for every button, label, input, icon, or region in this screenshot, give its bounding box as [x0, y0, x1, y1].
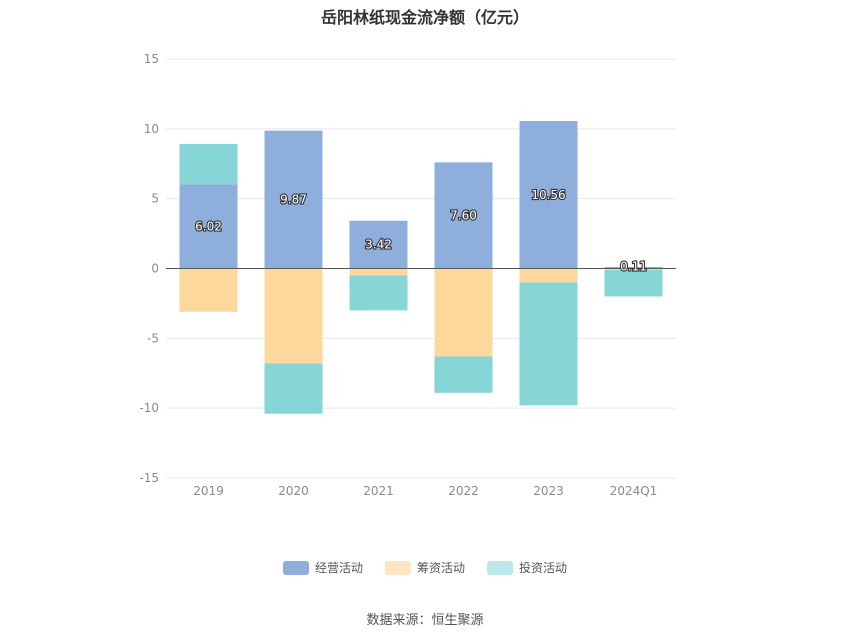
- bar-2021-series-0: [349, 220, 408, 269]
- y-tick-label: 10: [144, 122, 159, 136]
- legend-item-operating[interactable]: 经营活动: [282, 559, 363, 576]
- bar-2023-series-2: [519, 282, 578, 406]
- x-tick-label: 2021: [363, 484, 394, 498]
- bar-2019-series-1: [179, 268, 238, 312]
- x-tick-label: 2024Q1: [610, 484, 658, 498]
- legend-swatch-financing: [384, 560, 411, 575]
- x-tick-label: 2019: [193, 484, 224, 498]
- data-label-2023: 10.56: [531, 188, 565, 202]
- data-label-2022: 7.60: [450, 208, 477, 222]
- x-tick-label: 2022: [448, 484, 479, 498]
- y-axis-ticks: 15 10 5 0 -5 -10 -15: [139, 52, 159, 485]
- bar-2021-series-2: [349, 275, 408, 311]
- legend-item-investing[interactable]: 投资活动: [487, 559, 567, 576]
- bar-2020-series-0: [264, 130, 323, 269]
- y-tick-label: -5: [147, 331, 159, 345]
- bar-2024Q1-series-1: [604, 268, 663, 270]
- data-label-2021: 3.42: [365, 238, 392, 252]
- legend-item-financing[interactable]: 筹资活动: [384, 559, 465, 576]
- data-label-2020: 9.87: [280, 193, 307, 207]
- grid-lines: [166, 58, 676, 479]
- bar-2021-series-1: [349, 268, 408, 276]
- bar-2019-series-2: [179, 143, 238, 185]
- x-axis-ticks: 2019 2020 2021 2022 2023 2024Q1: [193, 484, 657, 498]
- y-tick-label: 5: [151, 192, 159, 206]
- bars: [179, 121, 663, 414]
- data-labels: 6.02 9.87 3.42 7.60 10.56 0.11: [194, 187, 648, 275]
- x-tick-label: 2020: [278, 484, 309, 498]
- bar-2020-series-2: [264, 363, 323, 414]
- bar-2022-series-0: [434, 162, 493, 269]
- bar-2020-series-1: [264, 268, 323, 364]
- y-tick-label: -15: [139, 471, 159, 485]
- legend-label-financing: 筹资活动: [416, 561, 465, 575]
- chart-title: 岳阳林纸现金流净额（亿元）: [320, 8, 529, 27]
- data-label-2019: 6.02: [195, 219, 222, 233]
- bar-2023-series-0: [519, 121, 578, 269]
- bar-2024Q1-series-2: [604, 269, 663, 297]
- legend-label-investing: 投资活动: [519, 561, 568, 575]
- y-tick-label: 0: [151, 262, 159, 276]
- source-note: 数据来源：恒生聚源: [366, 613, 484, 628]
- bar-2024Q1-series-0: [604, 266, 663, 269]
- bar-2023-series-1: [519, 268, 578, 283]
- bar-2019-series-0: [179, 184, 238, 269]
- legend-label-operating: 经营活动: [314, 561, 363, 575]
- bar-2022-series-2: [434, 356, 493, 393]
- y-tick-label: 15: [144, 52, 159, 66]
- legend-swatch-investing: [487, 560, 513, 575]
- y-tick-label: -10: [139, 401, 159, 415]
- bar-2022-series-1: [434, 268, 493, 357]
- legend-swatch-operating: [282, 560, 309, 575]
- x-tick-label: 2023: [533, 484, 564, 498]
- legend: 经营活动 筹资活动 投资活动: [0, 559, 850, 576]
- data-label-2024Q1: 0.11: [620, 260, 647, 274]
